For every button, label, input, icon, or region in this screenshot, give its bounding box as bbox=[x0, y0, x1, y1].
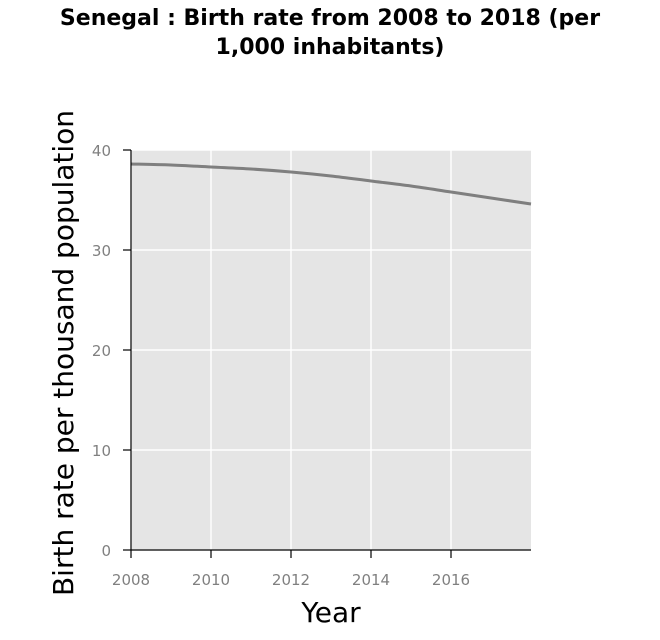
y-tick-label: 20 bbox=[92, 342, 111, 360]
y-tick-label: 0 bbox=[101, 542, 111, 560]
y-tick-label: 10 bbox=[92, 442, 111, 460]
chart-title: Senegal : Birth rate from 2008 to 2018 (… bbox=[59, 6, 601, 60]
x-axis-title: Year bbox=[300, 596, 361, 629]
series-line bbox=[130, 162, 532, 206]
y-axis-title: Birth rate per thousand population bbox=[47, 110, 80, 596]
x-tick-label: 2014 bbox=[352, 571, 390, 589]
y-tick-label: 30 bbox=[92, 242, 111, 260]
y-tick-label: 40 bbox=[92, 142, 111, 160]
tick-labels: 0 10 20 30 40 2008 2010 2012 2014 2016 bbox=[92, 142, 470, 589]
x-tick-label: 2010 bbox=[192, 571, 230, 589]
x-tick-label: 2016 bbox=[432, 571, 470, 589]
x-tick-label: 2012 bbox=[272, 571, 310, 589]
x-tick-label: 2008 bbox=[112, 571, 150, 589]
axes bbox=[123, 149, 531, 558]
